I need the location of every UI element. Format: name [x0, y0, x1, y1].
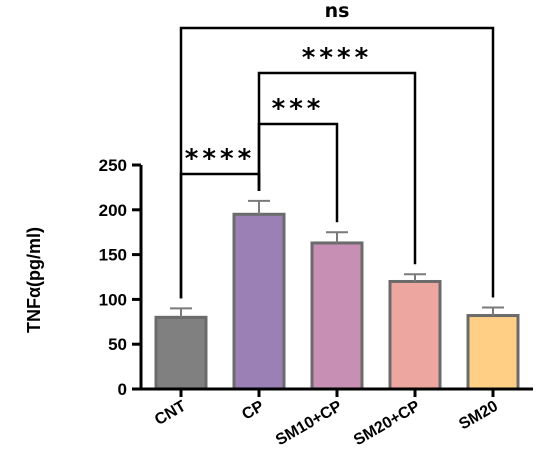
y-tick-label: 0 [118, 380, 127, 399]
significance-label: **** [185, 144, 255, 174]
x-axis-ticks: CNT CP SM10+CP SM20+CP SM20 [152, 389, 501, 449]
x-tick-label: CP [239, 398, 267, 424]
x-tick-label: SM20+CP [351, 398, 423, 450]
significance-bracket [257, 71, 417, 265]
bars [154, 199, 520, 391]
y-tick-label: 150 [99, 246, 127, 265]
y-tick-label: 250 [99, 156, 127, 175]
significance-label: **** [302, 43, 372, 73]
x-tick-label: SM10+CP [273, 398, 345, 450]
bar-sm20-cp [388, 279, 442, 391]
y-tick-label: 200 [99, 201, 127, 220]
y-tick-label: 50 [108, 335, 127, 354]
bar-sm10-cp [310, 241, 364, 391]
bar-sm20 [466, 314, 520, 391]
significance-label: ns [325, 0, 350, 22]
y-tick-label: 100 [99, 290, 127, 309]
x-tick-label: SM20 [456, 398, 501, 434]
significance-brackets: ***********ns [179, 0, 495, 299]
significance-bracket [179, 26, 495, 299]
bar-cp [232, 212, 286, 391]
significance-bracket [257, 122, 339, 223]
significance-label: *** [272, 94, 325, 124]
x-tick-label: CNT [152, 398, 189, 429]
bar-cnt [154, 315, 208, 391]
y-axis-label: TNFα(pg/ml) [24, 227, 44, 333]
y-axis-ticks: 0 50 100 150 200 250 [99, 156, 141, 399]
